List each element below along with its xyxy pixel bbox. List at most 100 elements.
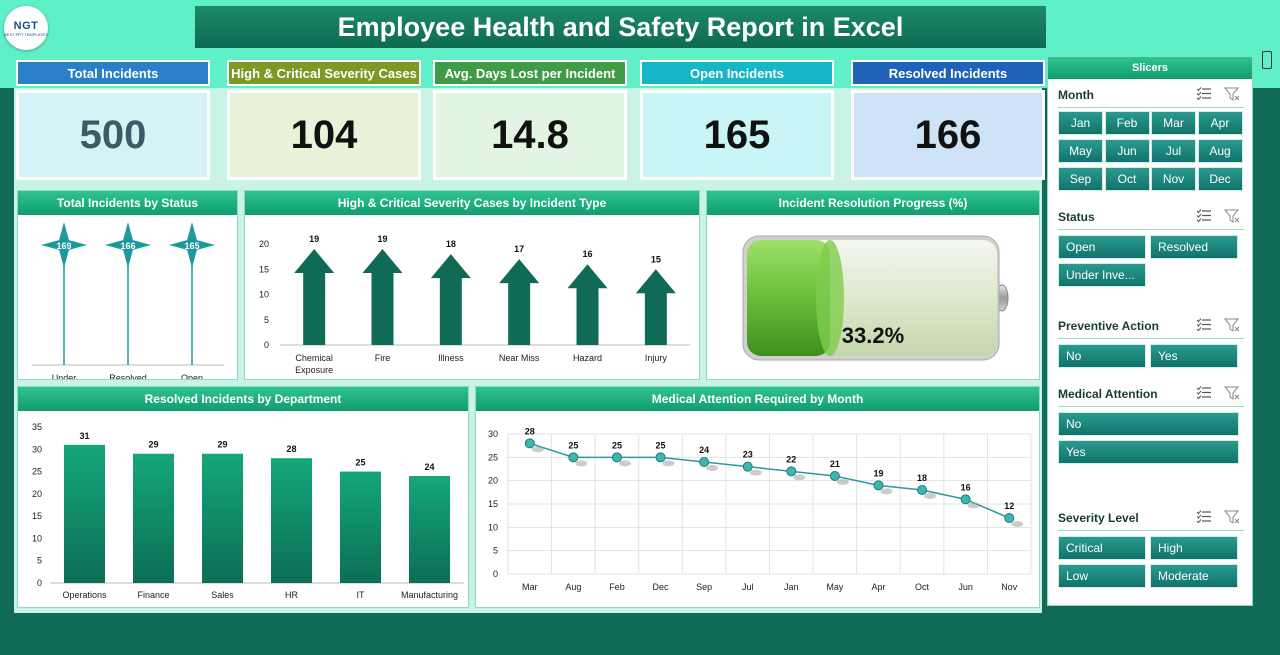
dept-bar	[64, 444, 105, 583]
slicer-item-month[interactable]: Oct	[1104, 167, 1150, 191]
slicer-item-month[interactable]: Nov	[1151, 167, 1196, 191]
kpi-value: 14.8	[433, 90, 627, 180]
multi-select-check	[1196, 318, 1202, 323]
multi-select-check	[1196, 213, 1202, 218]
severity-y-tick: 15	[259, 264, 269, 274]
filter-clear-mark	[1234, 95, 1240, 101]
multi-select-check	[1196, 327, 1202, 332]
medical-y-tick: 5	[493, 546, 498, 556]
slicer-preventive: Preventive Action No Yes	[1058, 318, 1244, 368]
slicers-title: Slicers	[1048, 57, 1252, 79]
status-chart-panel[interactable]: Total Incidents by Status 169UnderInvest…	[17, 190, 238, 395]
medical-marker	[1004, 513, 1015, 523]
slicer-item-severity[interactable]: Critical	[1058, 536, 1146, 560]
multi-select-check	[1196, 390, 1202, 395]
kpi-card[interactable]: High & Critical Severity Cases 104	[227, 60, 421, 180]
status-category-label: Open	[181, 373, 203, 379]
slicer-item-medical[interactable]: No	[1058, 412, 1239, 436]
multi-select-icon[interactable]	[1196, 87, 1212, 101]
medical-y-tick: 15	[488, 499, 498, 509]
slicer-item-severity[interactable]: Moderate	[1150, 564, 1238, 588]
kpi-value: 104	[227, 90, 421, 180]
status-category-label: Resolved	[109, 373, 147, 379]
multi-select-icon[interactable]	[1196, 510, 1212, 524]
medical-category-label: Feb	[609, 582, 625, 592]
medical-marker	[655, 452, 666, 463]
kpi-card[interactable]: Open Incidents 165	[640, 60, 834, 180]
kpi-card[interactable]: Total Incidents 500	[16, 60, 210, 180]
slicer-item-status[interactable]: Under Inve...	[1058, 263, 1146, 287]
kpi-card[interactable]: Avg. Days Lost per Incident 14.8	[433, 60, 627, 180]
multi-select-icon[interactable]	[1196, 318, 1212, 332]
filter-funnel-shape	[1224, 510, 1240, 524]
clear-filter-icon[interactable]	[1224, 87, 1240, 101]
status-data-label: 165	[184, 241, 199, 251]
slicer-item-month[interactable]: Jan	[1058, 111, 1103, 135]
medical-marker-shadow	[706, 465, 719, 471]
severity-y-tick: 0	[264, 340, 269, 350]
medical-marker-shadow	[880, 488, 893, 495]
medical-data-label: 23	[743, 450, 753, 460]
slicer-item-severity[interactable]: High	[1150, 536, 1238, 560]
company-logo: NGT BEST PPT TEMPLATES	[4, 6, 48, 50]
multi-select-icon[interactable]	[1196, 209, 1212, 223]
medical-chart-panel[interactable]: Medical Attention Required by Month 0 5 10…	[475, 386, 1040, 608]
clear-filter-icon[interactable]	[1224, 318, 1240, 332]
severity-data-label: 18	[446, 239, 456, 249]
filter-clear-mark	[1234, 394, 1240, 400]
severity-y-tick: 20	[259, 239, 269, 249]
slicer-item-preventive[interactable]: Yes	[1150, 344, 1238, 368]
slicer-item-month[interactable]: Feb	[1104, 111, 1150, 135]
resolution-progress-panel[interactable]: Incident Resolution Progress (%) 33.2%	[706, 190, 1040, 380]
multi-select-check	[1196, 209, 1202, 214]
dept-y-tick: 0	[37, 578, 42, 588]
status-chart: 169UnderInvestigation166Resolved165Open	[32, 222, 224, 395]
severity-category-label: Hazard	[573, 353, 602, 363]
slicer-item-month[interactable]: Dec	[1197, 167, 1243, 191]
multi-select-icon[interactable]	[1196, 386, 1212, 400]
slicer-item-month[interactable]: Mar	[1151, 111, 1196, 135]
mobile-view-icon[interactable]	[1262, 51, 1272, 69]
slicer-item-preventive[interactable]: No	[1058, 344, 1146, 368]
slicer-item-month[interactable]: May	[1058, 139, 1103, 163]
medical-chart: 0 5 10 15 20 25 30 28 Mar 25 Aug 25 Feb 25 Dec 24 Sep 23 J…	[488, 426, 1032, 592]
multi-select-check	[1196, 218, 1202, 223]
dept-y-tick: 20	[32, 489, 42, 499]
kpi-card[interactable]: Resolved Incidents 166	[851, 60, 1045, 180]
dept-data-label: 29	[217, 440, 227, 450]
slicer-item-status[interactable]: Resolved	[1150, 235, 1238, 259]
slicer-item-month[interactable]: Jun	[1104, 139, 1150, 163]
status-star-marker	[169, 222, 215, 268]
slicer-item-month[interactable]: Sep	[1058, 167, 1103, 191]
department-chart-panel[interactable]: Resolved Incidents by Department 0 5 10 15 2…	[17, 386, 469, 608]
slicer-item-month[interactable]: Jul	[1151, 139, 1196, 163]
multi-select-check	[1196, 395, 1202, 400]
medical-marker	[960, 494, 971, 505]
slicer-item-month[interactable]: Aug	[1197, 139, 1243, 163]
medical-y-tick: 20	[488, 476, 498, 486]
slicer-item-month[interactable]: Apr	[1197, 111, 1243, 135]
slicer-item-status[interactable]: Open	[1058, 235, 1146, 259]
dept-bar	[133, 453, 174, 583]
severity-data-label: 19	[377, 234, 387, 244]
severity-chart-panel[interactable]: High & Critical Severity Cases by Incide…	[244, 190, 700, 380]
clear-filter-icon[interactable]	[1224, 386, 1240, 400]
clear-filter-icon[interactable]	[1224, 209, 1240, 223]
clear-filter-icon[interactable]	[1224, 510, 1240, 524]
dept-category-label: HR	[285, 590, 298, 600]
battery-fill	[747, 240, 830, 356]
medical-marker-shadow	[967, 502, 980, 509]
severity-y-tick: 5	[264, 315, 269, 325]
slicer-status: Status Open Resolved Under Inve...	[1058, 209, 1244, 287]
medical-category-label: Sep	[696, 582, 712, 592]
kpi-label: Avg. Days Lost per Incident	[433, 60, 627, 86]
slicer-toolbar	[1196, 318, 1240, 332]
slicer-item-severity[interactable]: Low	[1058, 564, 1146, 588]
status-category-label: Under	[52, 373, 77, 379]
medical-marker-shadow	[749, 469, 762, 476]
slicer-toolbar	[1196, 386, 1240, 400]
slicer-item-medical[interactable]: Yes	[1058, 440, 1239, 464]
medical-category-label: Apr	[871, 582, 885, 592]
medical-data-label: 25	[612, 440, 622, 450]
medical-category-label: Jan	[784, 582, 799, 592]
